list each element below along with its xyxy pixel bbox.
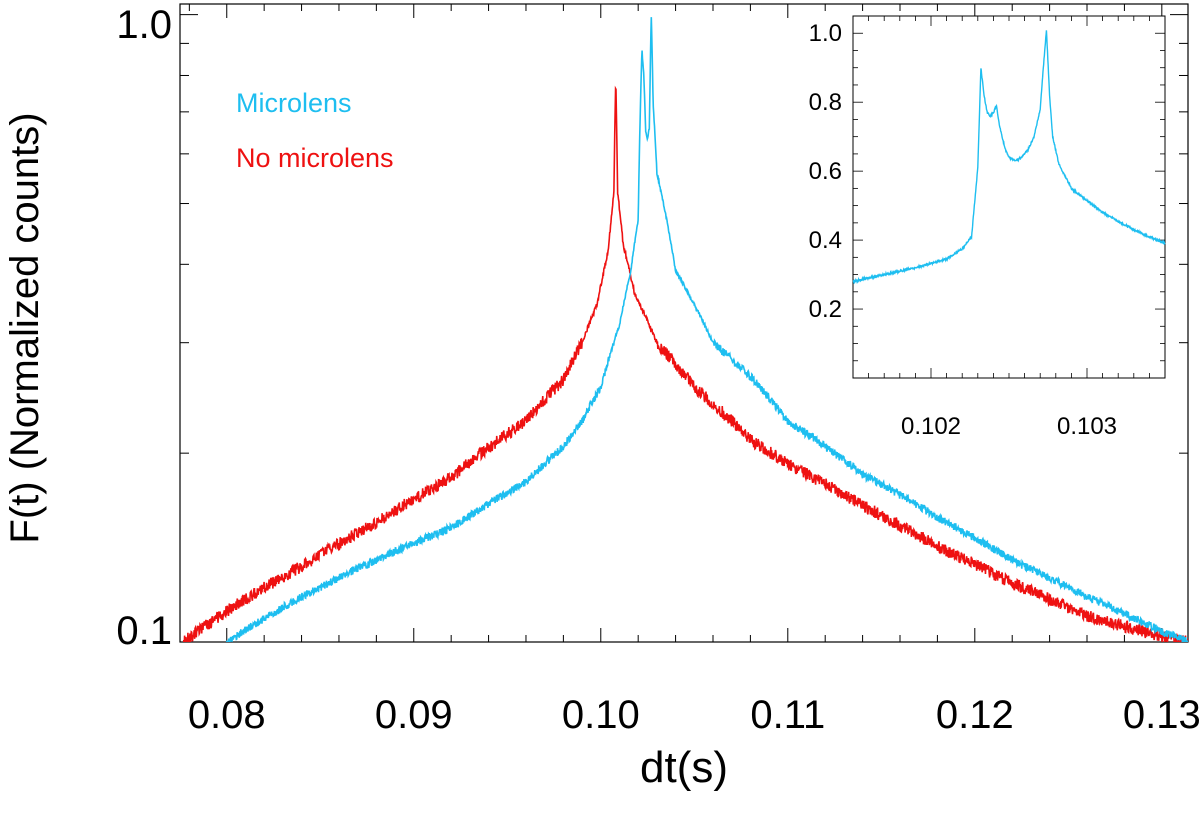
inset-plot-frame <box>852 15 1166 379</box>
inset-series-group <box>852 30 1166 285</box>
inset-y-tick-label: 0.2 <box>809 296 842 323</box>
inset-y-tick-label: 0.8 <box>809 89 842 116</box>
inset-y-ticks: 0.2 0.4 0.6 0.8 1.0 <box>809 20 1165 362</box>
main-plot-frame <box>179 3 1189 643</box>
y-axis-title: F(t) (Normalized counts) <box>3 112 47 543</box>
main-x-ticks: 0.08 0.09 0.10 0.11 0.12 0.13 <box>188 4 1200 737</box>
x-tick-label: 0.08 <box>188 693 266 737</box>
x-tick-label: 0.09 <box>375 693 453 737</box>
main-plot: 0.08 0.09 0.10 0.11 0.12 0.13 <box>179 3 1200 737</box>
inset-plot: 0.102 0.103 0.2 0.4 0.6 0.8 1.0 <box>809 15 1166 440</box>
legend-no-microlens: No microlens <box>236 143 394 173</box>
x-tick-label: 0.10 <box>562 693 640 737</box>
inset-series-line <box>852 30 1166 285</box>
inset-y-tick-label: 0.6 <box>809 158 842 185</box>
inset-x-ticks: 0.102 0.103 <box>868 16 1150 440</box>
main-series-group <box>182 17 1188 642</box>
y-tick-label-bottom: 0.1 <box>116 609 172 653</box>
inset-y-tick-label: 0.4 <box>809 227 842 254</box>
series-line-no-microlens <box>182 85 1188 642</box>
inset-x-tick-label: 0.103 <box>1057 413 1117 440</box>
y-tick-label-top: 1.0 <box>116 3 172 47</box>
series-line-microlens <box>225 17 1188 642</box>
x-tick-label: 0.11 <box>750 693 825 737</box>
inset-x-tick-label: 0.102 <box>901 413 961 440</box>
x-tick-label: 0.12 <box>936 693 1014 737</box>
inset-y-tick-label: 1.0 <box>809 20 842 47</box>
x-tick-label: 0.13 <box>1123 693 1200 737</box>
x-axis-title: dt(s) <box>640 743 728 792</box>
legend-microlens: Microlens <box>236 88 352 118</box>
